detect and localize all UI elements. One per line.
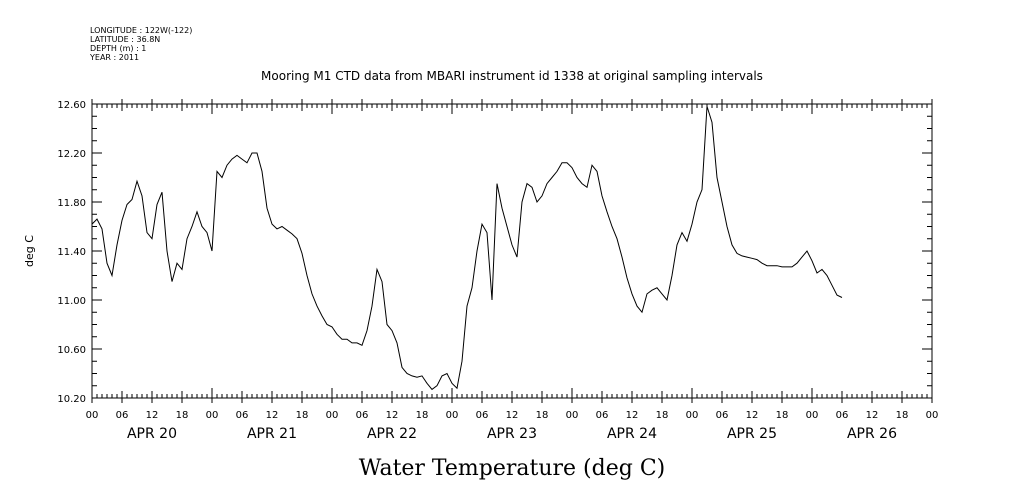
x-tick-label: 06 <box>236 410 249 421</box>
depth-label: DEPTH (m) : 1 <box>90 44 147 53</box>
x-tick-label: 06 <box>476 410 489 421</box>
x-axis-label: Water Temperature (deg C) <box>359 456 666 481</box>
x-tick-label: 18 <box>896 410 909 421</box>
y-tick-label: 10.20 <box>57 394 86 405</box>
x-tick-label: 00 <box>806 410 819 421</box>
x-tick-label: 00 <box>686 410 699 421</box>
x-tick-label: 12 <box>866 410 879 421</box>
x-tick-label: 12 <box>626 410 639 421</box>
x-tick-label: 00 <box>926 410 939 421</box>
day-label: APR 21 <box>247 426 297 442</box>
water-temperature-line <box>91 106 843 391</box>
x-tick-label: 06 <box>716 410 729 421</box>
day-label: APR 23 <box>487 426 537 442</box>
y-axis-label: deg C <box>23 235 36 267</box>
day-label: APR 26 <box>847 426 897 442</box>
x-tick-label: 18 <box>296 410 309 421</box>
x-tick-label: 18 <box>176 410 189 421</box>
x-tick-label: 06 <box>596 410 609 421</box>
x-tick-label: 18 <box>656 410 669 421</box>
day-label: APR 25 <box>727 426 777 442</box>
x-tick-label: 00 <box>86 410 99 421</box>
x-tick-label: 00 <box>566 410 579 421</box>
x-tick-label: 12 <box>506 410 519 421</box>
day-label: APR 22 <box>367 426 417 442</box>
x-tick-label: 06 <box>836 410 849 421</box>
x-tick-label: 18 <box>536 410 549 421</box>
x-tick-label: 00 <box>326 410 339 421</box>
y-tick-label: 12.60 <box>57 100 86 111</box>
y-tick-label: 11.00 <box>57 296 86 307</box>
longitude-label: LONGITUDE : 122W(-122) <box>90 26 193 35</box>
day-label: APR 24 <box>607 426 657 442</box>
chart-title: Mooring M1 CTD data from MBARI instrumen… <box>261 69 763 83</box>
y-axis: 10.20 10.60 11.00 11.40 11.80 12.20 12.60 <box>57 100 932 405</box>
y-tick-label: 12.20 <box>57 149 86 160</box>
x-tick-label: 06 <box>356 410 369 421</box>
x-tick-label: 18 <box>776 410 789 421</box>
x-tick-label: 12 <box>746 410 759 421</box>
x-tick-label: 18 <box>416 410 429 421</box>
year-label: YEAR : 2011 <box>90 53 140 62</box>
y-tick-label: 11.40 <box>57 247 86 258</box>
y-tick-label: 11.80 <box>57 198 86 209</box>
plot-frame <box>91 103 933 399</box>
y-tick-label: 10.60 <box>57 345 86 356</box>
x-tick-label: 12 <box>386 410 399 421</box>
x-tick-label: 06 <box>116 410 129 421</box>
day-label: APR 20 <box>127 426 177 442</box>
x-tick-label: 12 <box>146 410 159 421</box>
x-tick-label: 00 <box>446 410 459 421</box>
x-tick-label: 12 <box>266 410 279 421</box>
latitude-label: LATITUDE : 36.8N <box>90 35 161 44</box>
x-tick-label: 00 <box>206 410 219 421</box>
x-axis: 00 06 12 18 00 06 12 18 00 06 12 18 00 06 12 18 00 06 12 18… <box>86 99 939 442</box>
